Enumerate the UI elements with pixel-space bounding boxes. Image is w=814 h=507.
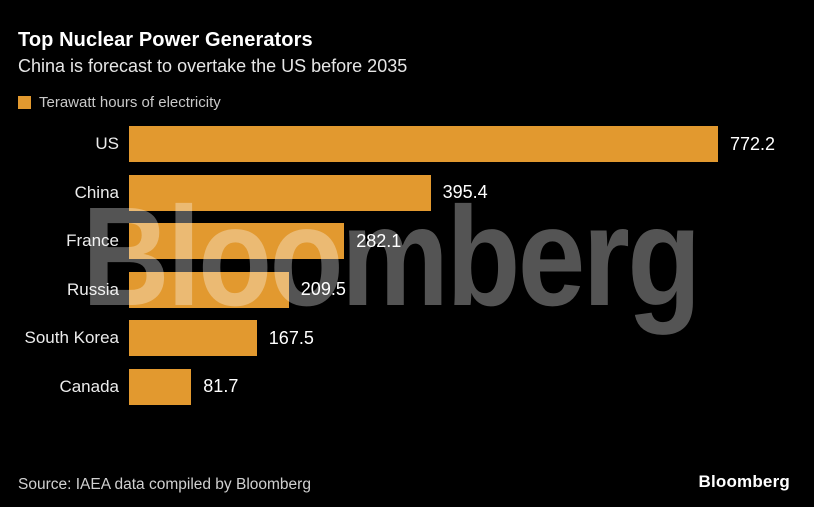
chart-row: South Korea 167.5	[0, 314, 814, 363]
category-label: France	[66, 231, 119, 251]
legend: Terawatt hours of electricity	[18, 94, 221, 111]
chart-row: France 282.1	[0, 217, 814, 266]
chart-row: US 772.2	[0, 120, 814, 169]
chart-title: Top Nuclear Power Generators	[18, 29, 313, 51]
value-label: 282.1	[356, 230, 402, 251]
bar-france	[129, 223, 345, 260]
chart-row: China 395.4	[0, 169, 814, 218]
category-label: US	[95, 134, 119, 154]
category-label: South Korea	[24, 328, 119, 348]
bar-south-korea	[129, 320, 257, 357]
bar-russia	[129, 271, 289, 308]
bar-china	[129, 174, 431, 211]
bar-canada	[129, 368, 192, 405]
category-label: Russia	[67, 279, 119, 299]
chart-header: Top Nuclear Power Generators China is fo…	[18, 28, 407, 78]
bloomberg-logo: Bloomberg	[698, 472, 790, 491]
chart-subtitle: China is forecast to overtake the US bef…	[18, 56, 408, 76]
legend-label: Terawatt hours of electricity	[39, 94, 221, 111]
category-label: China	[74, 182, 119, 202]
value-label: 167.5	[268, 327, 314, 348]
value-label: 772.2	[730, 133, 776, 154]
value-label: 209.5	[300, 279, 346, 300]
chart-row: Russia 209.5	[0, 266, 814, 315]
bar-us	[129, 126, 718, 163]
value-label: 81.7	[203, 376, 239, 397]
bar-chart: US 772.2 China 395.4 France 282.1 Russia 209.5 S…	[0, 120, 814, 411]
legend-swatch-icon	[18, 96, 31, 109]
chart-row: Canada 81.7	[0, 363, 814, 412]
value-label: 395.4	[442, 182, 488, 203]
category-label: Canada	[59, 376, 119, 396]
source-note: Source: IAEA data compiled by Bloomberg	[18, 476, 311, 493]
